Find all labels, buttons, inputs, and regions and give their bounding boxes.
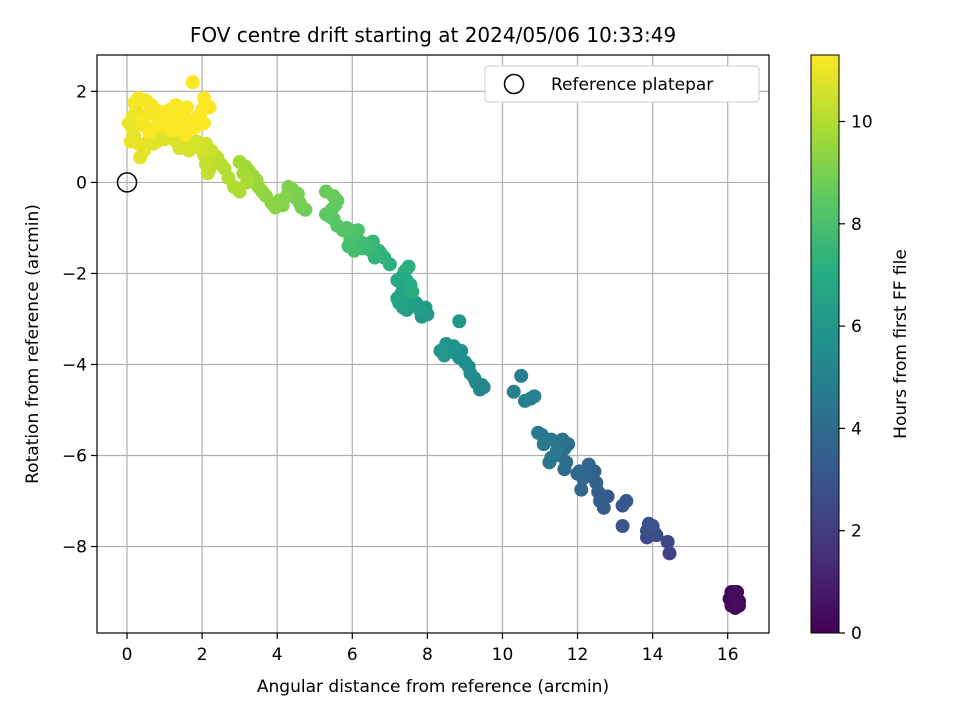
- data-point: [133, 150, 148, 165]
- data-point: [506, 384, 521, 399]
- data-point: [401, 259, 416, 274]
- colorbar: 0 2 4 6 8 10 Hours from first FF file: [810, 54, 911, 644]
- data-point: [531, 425, 546, 440]
- data-point: [549, 443, 564, 458]
- x-axis-ticks: 0 2 4 6 8 10 12 14 16: [122, 633, 739, 665]
- x-tick-label: 16: [717, 645, 739, 665]
- colorbar-tick-label: 6: [851, 317, 862, 337]
- colorbar-tick-label: 10: [851, 112, 873, 132]
- y-tick-label: −8: [62, 538, 87, 558]
- data-point: [319, 184, 334, 199]
- data-point: [615, 519, 630, 534]
- data-point: [142, 125, 157, 140]
- legend: Reference platepar: [484, 65, 760, 103]
- data-point: [660, 534, 675, 549]
- legend-box: [484, 65, 760, 103]
- data-point: [202, 100, 217, 115]
- data-point: [178, 127, 193, 142]
- data-point: [615, 498, 630, 513]
- data-point: [452, 314, 467, 329]
- plot-frame: [96, 54, 770, 634]
- data-point: [157, 104, 172, 119]
- y-axis-label: Rotation from reference (arcmin): [23, 204, 43, 484]
- x-tick-label: 2: [197, 645, 208, 665]
- chart-title: FOV centre drift starting at 2024/05/06 …: [190, 23, 676, 47]
- x-tick-label: 14: [642, 645, 664, 665]
- x-tick-label: 12: [567, 645, 589, 665]
- data-point: [645, 519, 660, 534]
- data-point: [662, 546, 677, 561]
- data-point: [527, 389, 542, 404]
- colorbar-tick-label: 2: [851, 522, 862, 542]
- y-tick-label: −4: [62, 355, 87, 375]
- data-point: [574, 482, 589, 497]
- legend-marker-icon: [503, 73, 525, 95]
- colorbar-tick-label: 4: [851, 419, 862, 439]
- data-point: [728, 585, 743, 600]
- colorbar-label: Hours from first FF file: [891, 249, 911, 439]
- data-point: [514, 368, 529, 383]
- data-point: [542, 455, 557, 470]
- x-axis-label: Angular distance from reference (arcmin): [257, 677, 609, 697]
- colorbar-ticks: 0 2 4 6 8 10: [839, 112, 873, 644]
- colorbar-tick-label: 0: [851, 624, 862, 644]
- data-point: [135, 113, 150, 128]
- data-point: [138, 93, 153, 108]
- x-tick-label: 8: [422, 645, 433, 665]
- scatter-points: [121, 75, 746, 615]
- x-tick-label: 10: [492, 645, 514, 665]
- data-point: [174, 116, 189, 131]
- reference-marker: [116, 172, 138, 193]
- x-tick-label: 6: [347, 645, 358, 665]
- y-tick-label: −6: [62, 447, 87, 467]
- grid: [97, 55, 769, 633]
- data-point: [433, 343, 448, 358]
- data-point: [180, 100, 195, 115]
- data-point: [196, 116, 211, 131]
- y-tick-label: 2: [76, 82, 87, 102]
- y-tick-label: −2: [62, 264, 87, 284]
- data-point: [452, 350, 467, 365]
- colorbar-gradient: [810, 54, 840, 634]
- x-tick-label: 0: [122, 645, 133, 665]
- y-tick-label: 0: [76, 173, 87, 193]
- data-point: [232, 154, 247, 169]
- y-axis-ticks: 2 0 −2 −4 −6 −8: [62, 82, 97, 558]
- data-point: [730, 596, 745, 611]
- legend-entry: Reference platepar: [551, 75, 713, 95]
- data-point: [123, 134, 138, 149]
- x-tick-label: 4: [272, 645, 283, 665]
- colorbar-tick-label: 8: [851, 215, 862, 235]
- data-point: [405, 284, 420, 299]
- data-point: [168, 98, 183, 113]
- data-point: [185, 75, 200, 90]
- data-point: [572, 464, 587, 479]
